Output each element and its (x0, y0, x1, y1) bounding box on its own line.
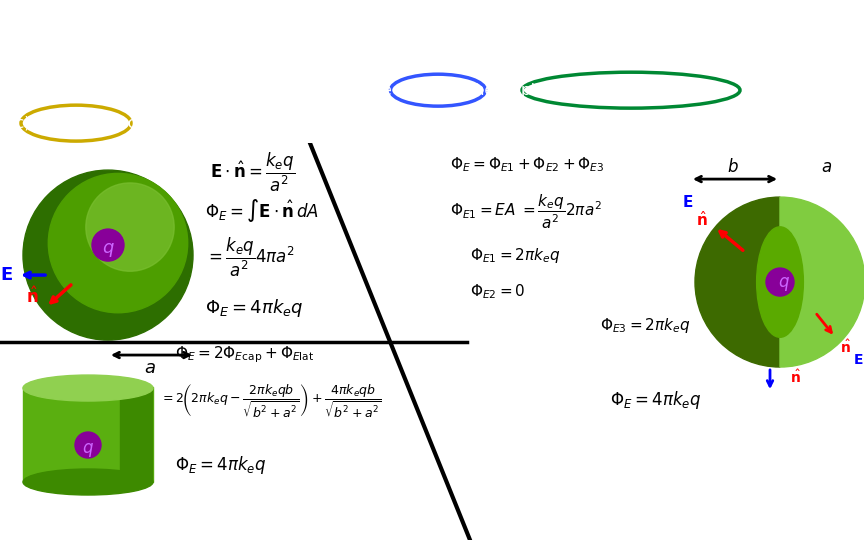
Text: $\Phi_E = \Phi_{E1} + \Phi_{E2} + \Phi_{E3}$: $\Phi_E = \Phi_{E1} + \Phi_{E2} + \Phi_{… (450, 156, 605, 174)
Wedge shape (780, 197, 864, 367)
Circle shape (766, 268, 794, 296)
Text: $\mathbf{E}$: $\mathbf{E}$ (853, 353, 863, 367)
Text: $\Phi_{E2} = 0$: $\Phi_{E2} = 0$ (470, 283, 525, 301)
Text: $\Phi_E = \int \mathbf{E} \cdot \hat{\mathbf{n}}\, dA$: $\Phi_E = \int \mathbf{E} \cdot \hat{\ma… (205, 197, 319, 224)
Ellipse shape (23, 375, 153, 401)
Text: $\Phi_{E1} = EA \;= \dfrac{k_e q}{a^2} 2\pi a^2$: $\Phi_{E1} = EA \;= \dfrac{k_e q}{a^2} 2… (450, 193, 602, 231)
Circle shape (86, 183, 175, 271)
Text: A point charge q is at the “center” of a (a) sphere (b) joined hemispheres: A point charge q is at the “center” of a… (10, 83, 574, 98)
Text: $= \dfrac{k_e q}{a^2} 4\pi a^2$: $= \dfrac{k_e q}{a^2} 4\pi a^2$ (205, 235, 295, 279)
Text: $q$: $q$ (778, 275, 790, 293)
Text: $\hat{\mathbf{n}}$: $\hat{\mathbf{n}}$ (790, 368, 800, 386)
Text: $q$: $q$ (102, 241, 114, 259)
Text: $\Phi_E = 4\pi k_e q$: $\Phi_E = 4\pi k_e q$ (175, 454, 266, 476)
Text: $q$: $q$ (82, 441, 94, 459)
Text: $\Phi_{E3} = 2\pi k_e q$: $\Phi_{E3} = 2\pi k_e q$ (600, 315, 690, 335)
Text: $\Phi_E = 2\Phi_{E\rm{cap}} + \Phi_{E\rm{lat}}$: $\Phi_E = 2\Phi_{E\rm{cap}} + \Phi_{E\rm… (175, 345, 314, 366)
Text: $a$: $a$ (144, 359, 156, 377)
Text: $= 2\!\left(2\pi k_e q - \dfrac{2\pi k_e qb}{\sqrt{b^2+a^2}}\right) + \dfrac{4\p: $= 2\!\left(2\pi k_e q - \dfrac{2\pi k_e… (160, 383, 382, 421)
Text: $b$: $b$ (727, 158, 739, 176)
Bar (120, 387, 152, 482)
Text: $\mathbf{E}$: $\mathbf{E}$ (683, 194, 694, 210)
Wedge shape (695, 197, 780, 367)
Circle shape (23, 170, 193, 340)
Circle shape (48, 173, 187, 313)
Text: $\mathbf{E} \cdot \hat{\mathbf{n}} = \dfrac{k_e q}{a^2}$: $\mathbf{E} \cdot \hat{\mathbf{n}} = \df… (210, 151, 295, 194)
Ellipse shape (23, 469, 153, 495)
Text: (c) cylinder (d) cube.  What is the total electric flux out of the shape?: (c) cylinder (d) cube. What is the total… (10, 116, 540, 131)
Ellipse shape (757, 227, 804, 338)
Text: $\mathbf{E}$: $\mathbf{E}$ (0, 266, 12, 284)
Text: Total Flux Out of Various Shapes: Total Flux Out of Various Shapes (127, 18, 737, 52)
Circle shape (75, 432, 101, 458)
Text: $\Phi_E = 4\pi k_e q$: $\Phi_E = 4\pi k_e q$ (205, 297, 303, 319)
Text: $\Phi_{E1} = 2\pi k_e q$: $\Phi_{E1} = 2\pi k_e q$ (470, 246, 561, 265)
Bar (23, 387, 153, 482)
Text: $\hat{\mathbf{n}}$: $\hat{\mathbf{n}}$ (696, 210, 708, 228)
Text: $\hat{\mathbf{n}}$: $\hat{\mathbf{n}}$ (840, 339, 850, 356)
Text: $\Phi_E = 4\pi k_e q$: $\Phi_E = 4\pi k_e q$ (610, 389, 702, 411)
Text: $\hat{\mathbf{n}}$: $\hat{\mathbf{n}}$ (26, 287, 38, 307)
Circle shape (92, 229, 124, 261)
Text: $a$: $a$ (822, 158, 833, 176)
